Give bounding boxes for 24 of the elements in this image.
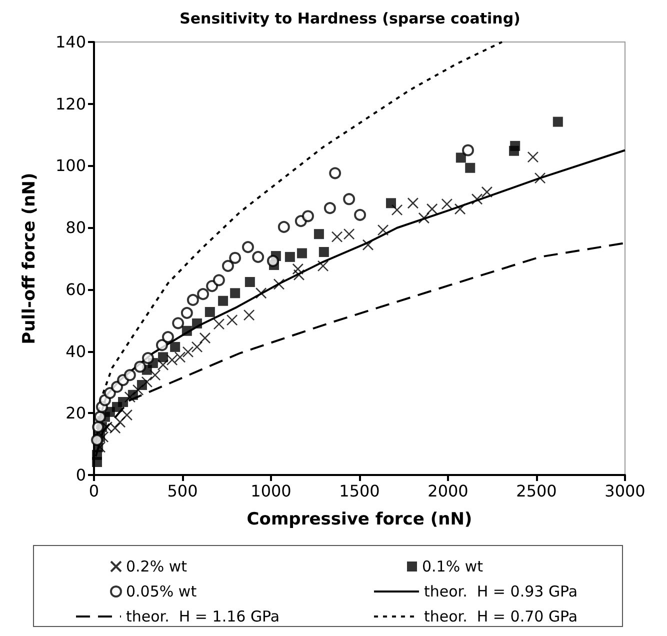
- x-axis-title: Compressive force (nN): [246, 510, 472, 530]
- y-tick-label: 40: [66, 342, 86, 361]
- y-tick-label: 140: [55, 32, 86, 52]
- chart-title: Sensitivity to Hardness (sparse coating): [180, 10, 520, 28]
- y-tick-label: 80: [66, 218, 86, 238]
- x-tick-label: 0: [88, 482, 100, 500]
- y-tick-label: 0: [76, 466, 86, 484]
- legend-label: theor. H = 0.70 GPa: [424, 608, 578, 626]
- x-tick-label: 1000: [250, 482, 292, 500]
- legend-label: theor. H = 1.16 GPa: [126, 608, 280, 626]
- y-tick-label: 60: [66, 280, 86, 299]
- x-tick-label: 500: [167, 482, 198, 500]
- legend-label: theor. H = 0.93 GPa: [424, 582, 578, 600]
- legend-label: 0.1% wt: [422, 558, 484, 576]
- y-tick-label: 20: [66, 404, 86, 423]
- y-axis-title: Pull-off force (nN): [20, 172, 40, 344]
- legend-label: 0.05% wt: [126, 582, 197, 600]
- y-tick-label: 120: [55, 94, 86, 114]
- legend-label: 0.2% wt: [126, 558, 188, 576]
- x-tick-label: 2500: [516, 482, 557, 500]
- x-tick-label: 1500: [339, 482, 380, 500]
- x-tick-label: 3000: [604, 482, 646, 500]
- y-tick-label: 100: [55, 156, 86, 176]
- x-tick-label: 2000: [428, 482, 468, 500]
